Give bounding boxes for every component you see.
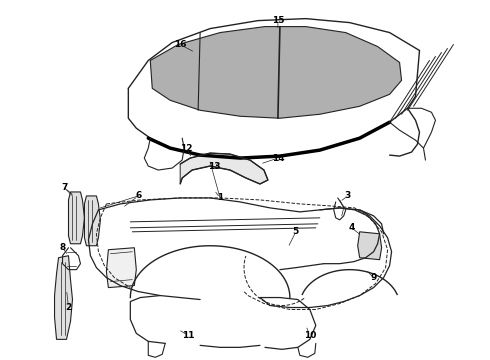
Text: 13: 13 (208, 162, 220, 171)
Text: 12: 12 (180, 144, 193, 153)
Polygon shape (180, 153, 268, 184)
Text: 6: 6 (135, 192, 142, 201)
Text: 11: 11 (182, 331, 195, 340)
Text: 3: 3 (344, 192, 351, 201)
Text: 16: 16 (174, 40, 186, 49)
Text: 4: 4 (348, 223, 355, 232)
Text: 9: 9 (370, 273, 377, 282)
Text: 15: 15 (271, 16, 284, 25)
Polygon shape (150, 27, 401, 118)
Text: 2: 2 (65, 303, 72, 312)
Text: 8: 8 (59, 243, 66, 252)
Text: 5: 5 (293, 227, 299, 236)
Polygon shape (358, 232, 382, 260)
Polygon shape (69, 192, 84, 244)
Polygon shape (106, 248, 136, 288)
Text: 14: 14 (271, 154, 284, 163)
Polygon shape (54, 256, 73, 339)
Text: 10: 10 (304, 331, 316, 340)
Polygon shape (84, 196, 100, 246)
Text: 7: 7 (61, 184, 68, 193)
Text: 1: 1 (217, 193, 223, 202)
